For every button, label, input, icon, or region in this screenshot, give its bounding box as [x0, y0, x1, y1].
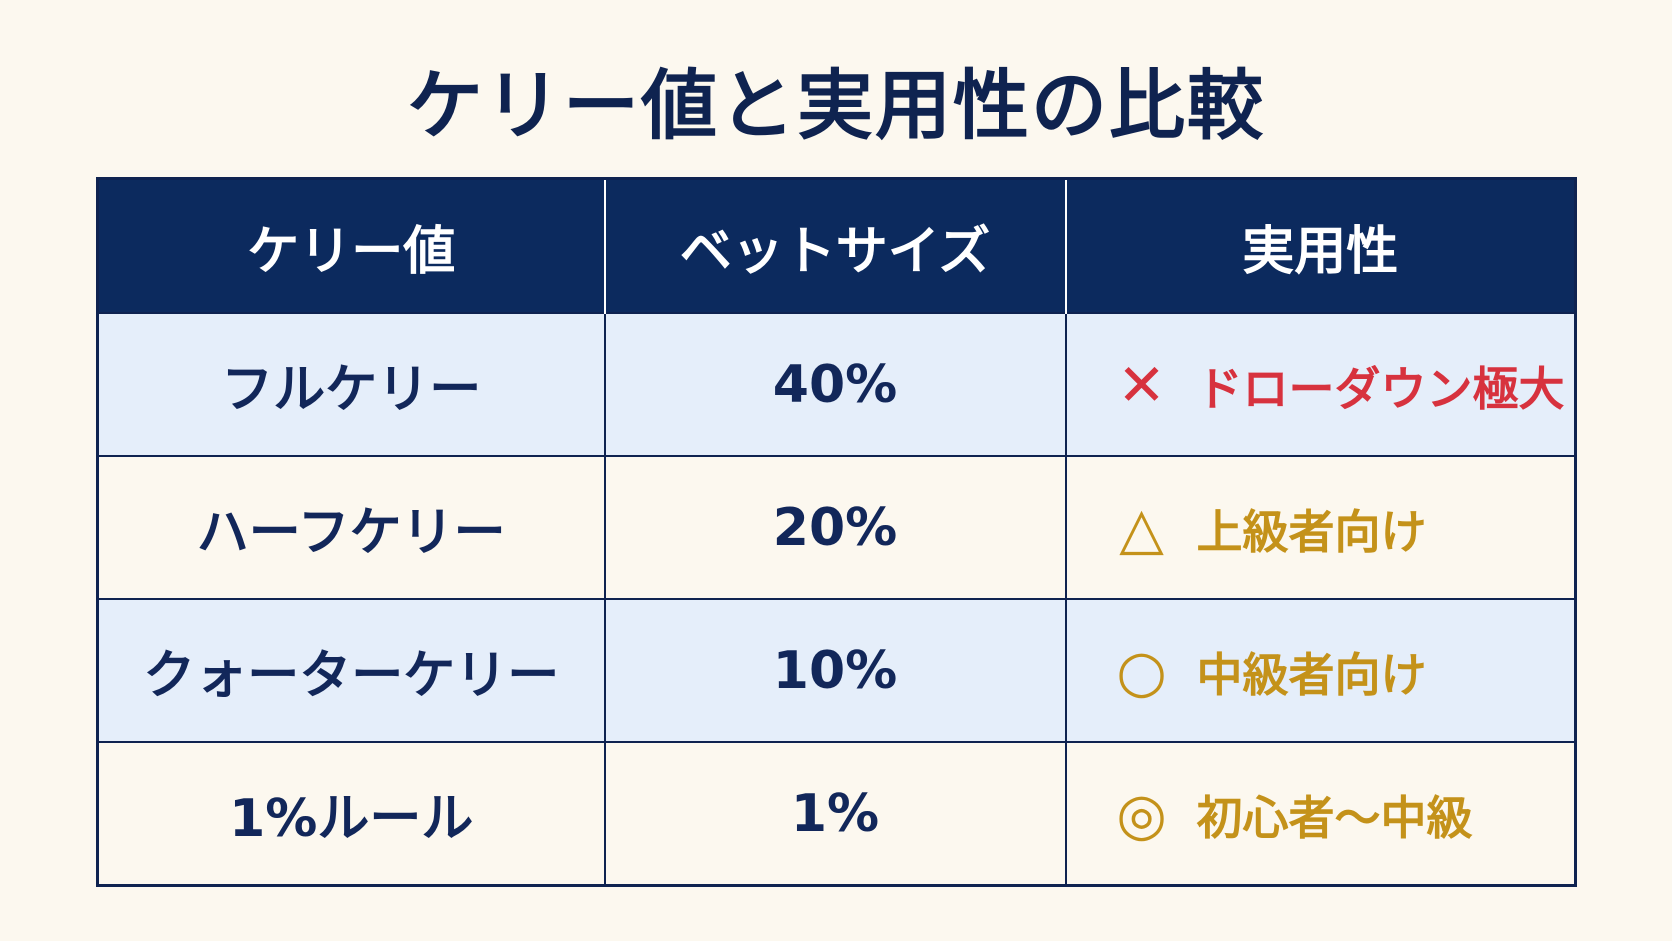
- rating-symbol: ○: [1116, 636, 1167, 705]
- comparison-table: ケリー値 ベットサイズ 実用性 フルケリー 40% ✕ ドローダウン極大ハーフケリー 20%…: [96, 177, 1577, 887]
- method-cell: ハーフケリー: [96, 455, 606, 600]
- rating-cell: △ 上級者向け: [1064, 455, 1577, 600]
- column-header: ケリー値: [97, 178, 605, 313]
- header-row: ケリー値 ベットサイズ 実用性: [97, 178, 1576, 313]
- bet-size-cell: 20%: [603, 455, 1067, 600]
- table-body: フルケリー 40% ✕ ドローダウン極大ハーフケリー 20% △ 上級者向けクォーターケリー…: [96, 312, 1577, 887]
- rating-cell: ◎ 初心者〜中級: [1064, 741, 1577, 887]
- column-header: ベットサイズ: [603, 178, 1066, 313]
- table-row: クォーターケリー 10% ○ 中級者向け: [96, 598, 1577, 743]
- rating-symbol: ✕: [1117, 350, 1166, 419]
- rating-label: 初心者〜中級: [1196, 790, 1473, 845]
- table-row: 1%ルール 1% ◎ 初心者〜中級: [96, 741, 1577, 887]
- rating-symbol: △: [1119, 493, 1164, 562]
- method-cell: 1%ルール: [96, 741, 606, 887]
- rating-label: ドローダウン極大: [1196, 361, 1565, 416]
- bet-size-cell: 10%: [603, 598, 1067, 743]
- table-row: ハーフケリー 20% △ 上級者向け: [96, 455, 1577, 600]
- rating-cell: ✕ ドローダウン極大: [1064, 312, 1577, 457]
- title: ケリー値と実用性の比較: [407, 61, 1265, 150]
- method-cell: フルケリー: [96, 312, 606, 457]
- method-cell: クォーターケリー: [96, 598, 606, 743]
- bet-size-cell: 40%: [603, 312, 1067, 457]
- rating-label: 中級者向け: [1196, 647, 1427, 702]
- rating-label: 上級者向け: [1196, 504, 1427, 559]
- bet-size-cell: 1%: [603, 741, 1067, 887]
- table-row: フルケリー 40% ✕ ドローダウン極大: [96, 312, 1577, 457]
- rating-symbol: ◎: [1116, 779, 1167, 848]
- rating-cell: ○ 中級者向け: [1064, 598, 1577, 743]
- column-header: 実用性: [1064, 178, 1576, 313]
